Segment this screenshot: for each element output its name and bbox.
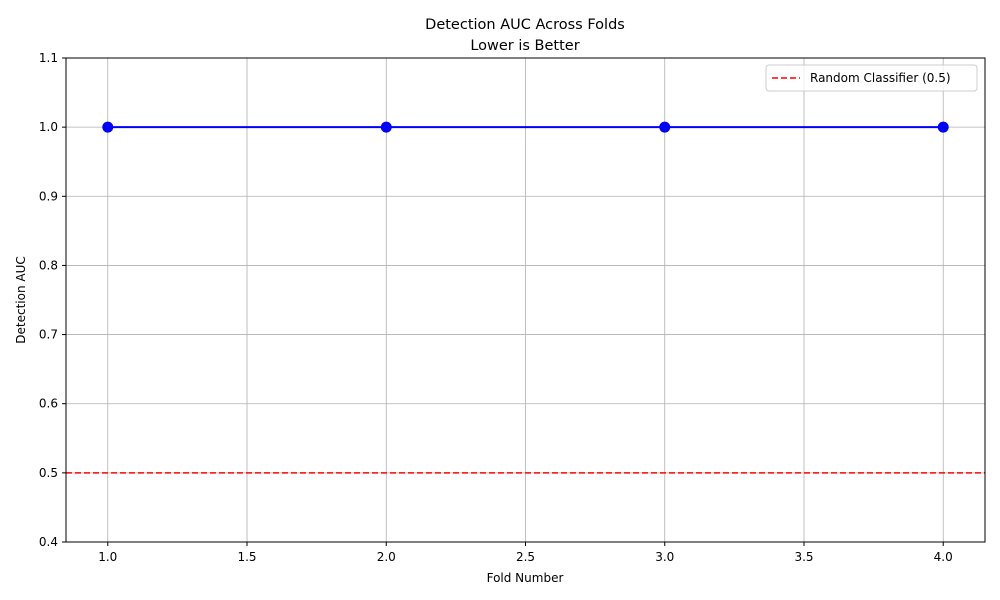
data-point bbox=[937, 121, 949, 133]
x-tick-label: 1.0 bbox=[98, 550, 117, 564]
chart-title: Detection AUC Across Folds bbox=[425, 17, 625, 33]
y-axis-label: Detection AUC bbox=[14, 256, 28, 343]
y-axis: 0.4 0.5 0.6 0.7 0.8 0.9 1.0 1.1 bbox=[39, 51, 66, 549]
y-tick-label: 0.4 bbox=[39, 535, 58, 549]
x-tick-label: 3.0 bbox=[655, 550, 674, 564]
y-tick-label: 0.7 bbox=[39, 328, 58, 342]
grid bbox=[66, 57, 985, 543]
x-tick-label: 2.5 bbox=[516, 550, 535, 564]
chart-subtitle: Lower is Better bbox=[470, 38, 579, 54]
x-axis: 1.0 1.5 2.0 2.5 3.0 3.5 4.0 bbox=[98, 542, 953, 564]
y-tick-label: 0.6 bbox=[39, 397, 58, 411]
x-tick-label: 1.5 bbox=[237, 550, 256, 564]
data-point bbox=[102, 121, 114, 133]
x-axis-label: Fold Number bbox=[487, 571, 564, 585]
y-tick-label: 0.8 bbox=[39, 258, 58, 272]
x-tick-label: 3.5 bbox=[794, 550, 813, 564]
y-tick-label: 0.5 bbox=[39, 466, 58, 480]
data-point bbox=[659, 121, 671, 133]
legend: Random Classifier (0.5) bbox=[765, 64, 978, 92]
legend-label-random-classifier: Random Classifier (0.5) bbox=[810, 71, 951, 85]
legend-box bbox=[765, 64, 978, 92]
y-tick-label: 1.1 bbox=[39, 51, 58, 65]
y-tick-label: 1.0 bbox=[39, 120, 58, 134]
series bbox=[102, 121, 949, 133]
y-tick-label: 0.9 bbox=[39, 189, 58, 203]
x-tick-label: 4.0 bbox=[934, 550, 953, 564]
x-tick-label: 2.0 bbox=[377, 550, 396, 564]
data-point bbox=[380, 121, 392, 133]
